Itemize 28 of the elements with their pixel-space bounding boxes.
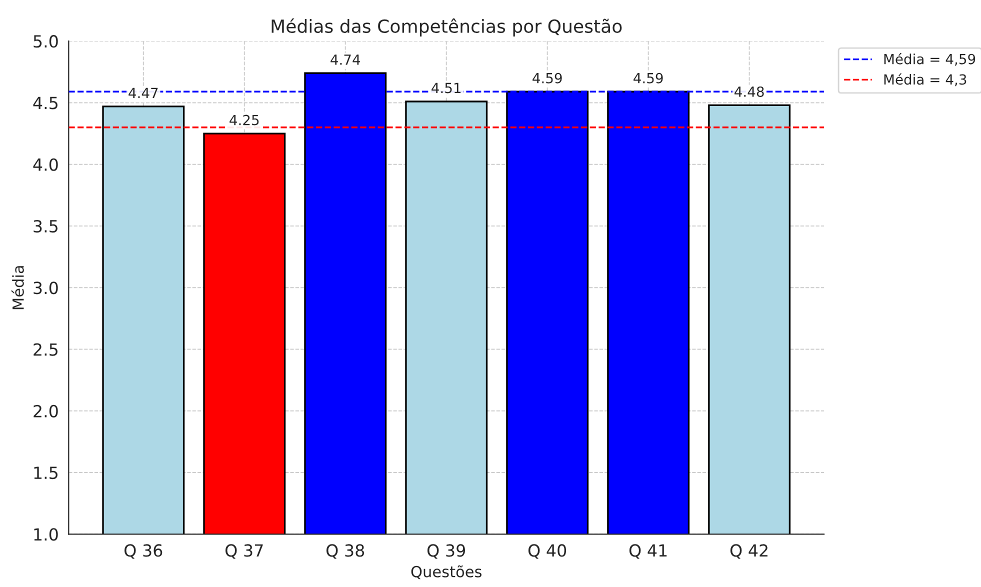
y-tick-label: 2.0: [34, 404, 58, 418]
x-tick-label: Q 40: [528, 544, 566, 559]
data-label: 4.48: [734, 86, 764, 97]
y-tick-label: 3.0: [34, 282, 58, 294]
y-tick-label: 1.5: [34, 466, 58, 480]
y-tick-label: 2.5: [34, 343, 58, 356]
legend-label: Média = 4,3: [884, 73, 966, 86]
data-label: 4.59: [634, 72, 663, 84]
y-tick-label: 4.0: [33, 158, 58, 171]
x-tick-label: Q 39: [427, 544, 465, 559]
data-label: 4.25: [230, 114, 259, 126]
x-tick-label: Q 36: [124, 544, 162, 559]
y-tick-label: 1.0: [34, 528, 58, 541]
data-label: 4.47: [128, 88, 158, 98]
data-label: 4.74: [330, 54, 360, 65]
y-tick-label: 3.5: [34, 220, 58, 233]
y-tick-label: 5.0: [34, 35, 58, 48]
chart-title: Médias das Competências por Questão: [272, 18, 622, 37]
data-label: 4.51: [432, 82, 461, 94]
x-tick-label: Q 41: [629, 544, 667, 559]
x-tick-label: Q 38: [326, 544, 364, 559]
x-tick-label: Q 37: [226, 544, 263, 559]
data-label: 4.59: [532, 72, 562, 84]
y-tick-label: 4.5: [33, 96, 58, 110]
y-axis-title: Média: [11, 266, 24, 310]
legend-label: Média = 4,59: [884, 53, 976, 66]
x-axis-title: Questões: [411, 565, 482, 580]
x-tick-label: Q 42: [730, 544, 768, 559]
